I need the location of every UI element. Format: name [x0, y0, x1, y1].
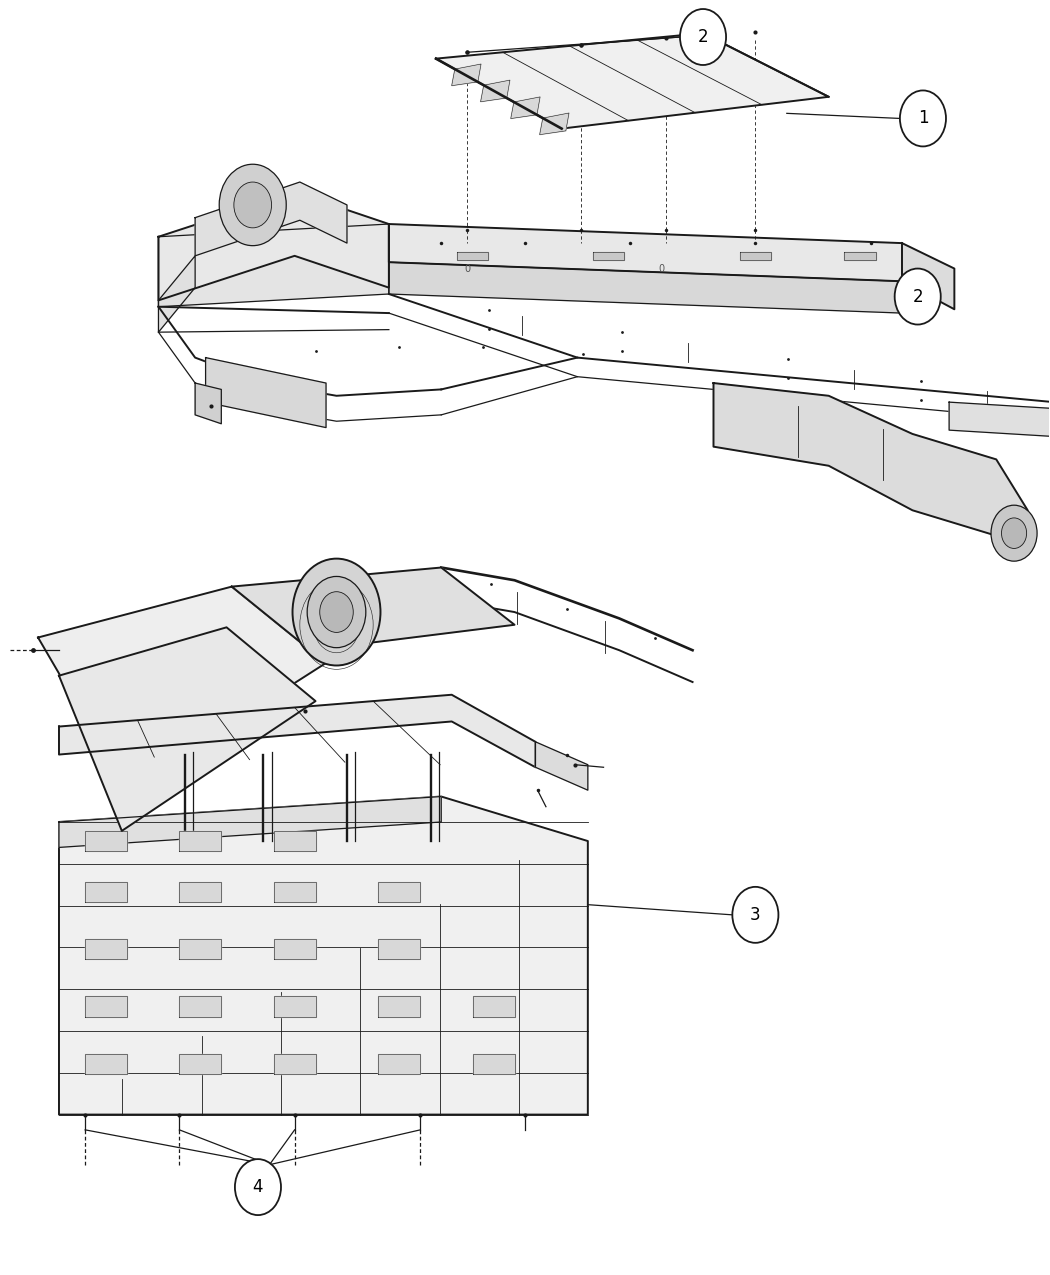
Circle shape — [680, 9, 726, 65]
Polygon shape — [180, 882, 222, 903]
Polygon shape — [159, 224, 388, 307]
Polygon shape — [59, 797, 588, 1114]
Polygon shape — [378, 882, 420, 903]
Polygon shape — [206, 357, 327, 427]
Polygon shape — [274, 996, 316, 1016]
Polygon shape — [844, 252, 876, 260]
Polygon shape — [85, 996, 127, 1016]
Circle shape — [1002, 518, 1027, 548]
Polygon shape — [510, 97, 540, 119]
Text: 0: 0 — [658, 264, 665, 274]
Polygon shape — [949, 402, 1050, 436]
Polygon shape — [436, 33, 828, 129]
Polygon shape — [159, 193, 388, 301]
Polygon shape — [378, 996, 420, 1016]
Polygon shape — [180, 938, 222, 959]
Polygon shape — [59, 797, 441, 848]
Text: 3: 3 — [750, 905, 760, 924]
Polygon shape — [593, 252, 625, 260]
Polygon shape — [180, 1053, 222, 1074]
Text: 0: 0 — [464, 264, 470, 274]
Text: 2: 2 — [912, 288, 923, 306]
Text: 4: 4 — [253, 1178, 264, 1196]
Polygon shape — [85, 882, 127, 903]
Polygon shape — [472, 1053, 514, 1074]
Circle shape — [895, 269, 941, 325]
Circle shape — [732, 887, 778, 942]
Polygon shape — [536, 742, 588, 790]
Polygon shape — [457, 252, 488, 260]
Polygon shape — [180, 996, 222, 1016]
Polygon shape — [59, 695, 536, 768]
Polygon shape — [481, 80, 510, 102]
Polygon shape — [274, 831, 316, 852]
Polygon shape — [195, 382, 222, 423]
Polygon shape — [472, 996, 514, 1016]
Polygon shape — [195, 182, 346, 256]
Polygon shape — [180, 831, 222, 852]
Polygon shape — [714, 382, 1028, 548]
Circle shape — [900, 91, 946, 147]
Polygon shape — [378, 1053, 420, 1074]
Circle shape — [308, 576, 365, 648]
Polygon shape — [540, 113, 569, 135]
Polygon shape — [378, 938, 420, 959]
Circle shape — [293, 558, 380, 666]
Polygon shape — [85, 938, 127, 959]
Polygon shape — [452, 64, 481, 85]
Polygon shape — [85, 831, 127, 852]
Circle shape — [219, 164, 287, 246]
Polygon shape — [232, 567, 514, 650]
Polygon shape — [85, 1053, 127, 1074]
Polygon shape — [274, 1053, 316, 1074]
Circle shape — [320, 592, 353, 632]
Text: 2: 2 — [697, 28, 709, 46]
Text: 1: 1 — [918, 110, 928, 128]
Polygon shape — [159, 256, 195, 333]
Polygon shape — [739, 252, 771, 260]
Polygon shape — [38, 586, 327, 790]
Polygon shape — [274, 938, 316, 959]
Polygon shape — [388, 263, 902, 314]
Polygon shape — [388, 224, 902, 282]
Circle shape — [991, 505, 1037, 561]
Polygon shape — [902, 244, 954, 310]
Polygon shape — [59, 627, 316, 831]
Polygon shape — [274, 882, 316, 903]
Circle shape — [234, 182, 272, 228]
Circle shape — [235, 1159, 281, 1215]
